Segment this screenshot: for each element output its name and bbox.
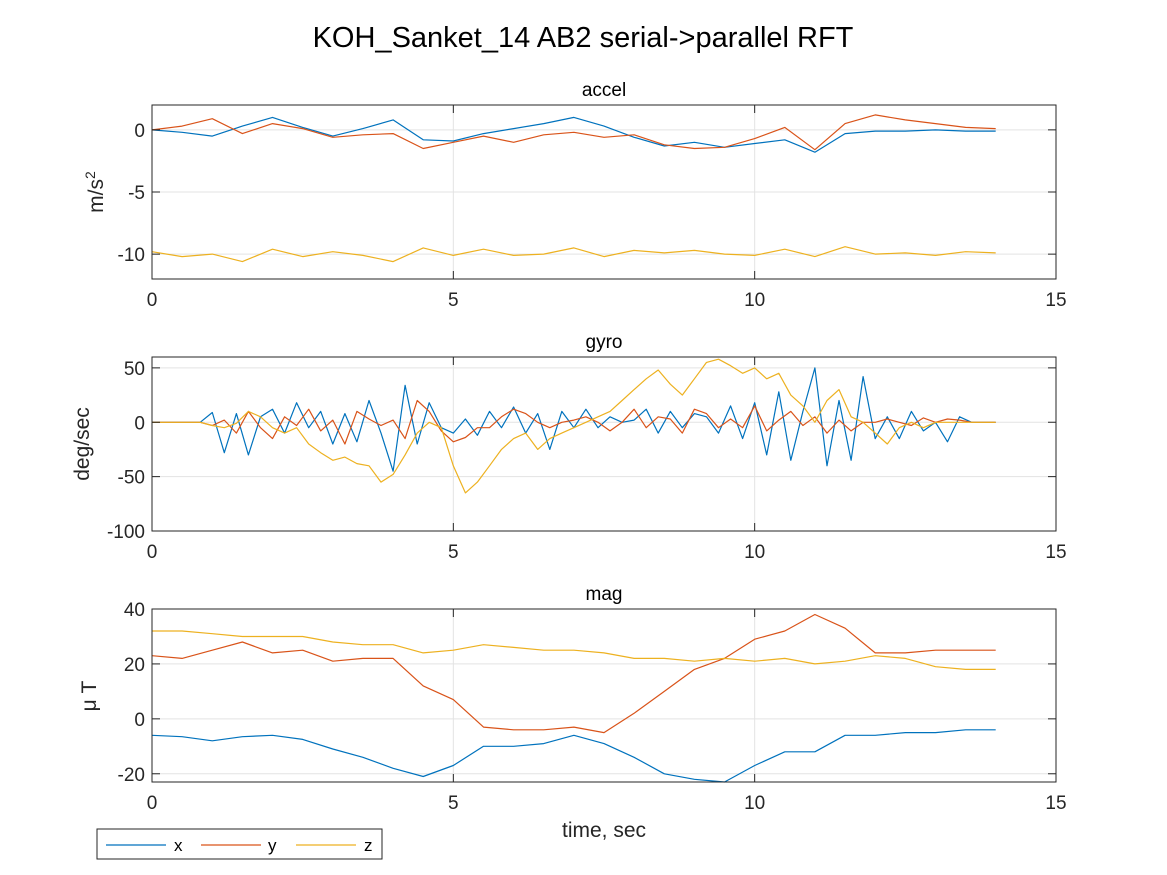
mag-xtick-label-3: 15	[1045, 793, 1066, 814]
gyro-xtick-label-2: 10	[744, 542, 765, 563]
mag-xtick-label-1: 5	[448, 793, 459, 814]
gyro-xtick-label-0: 0	[147, 542, 158, 563]
gyro-axes: gyro deg/sec 0 5 10 15 50 0 -50 -100	[71, 332, 1067, 563]
legend-z-label: z	[364, 836, 373, 855]
accel-xtick-label-2: 10	[744, 290, 765, 311]
accel-xtick-label-1: 5	[448, 290, 459, 311]
gyro-title: gyro	[586, 332, 623, 353]
mag-axes-box	[151, 608, 1057, 783]
gyro-ytick-label-2: -50	[118, 468, 145, 489]
accel-xtick-label-3: 15	[1045, 290, 1066, 311]
gyro-ytick-label-3: -100	[107, 522, 145, 543]
gyro-axes-box	[151, 356, 1057, 532]
gyro-ytick-label-0: 50	[124, 359, 145, 380]
accel-ytick-label-2: -10	[118, 245, 145, 266]
gyro-series-z	[152, 358, 996, 494]
accel-axes: accel m/s2 0 5 10 15 0 -5 -10	[82, 80, 1067, 311]
gyro-plot-area	[152, 357, 1056, 531]
legend: x y z	[96, 828, 383, 860]
mag-xtick-label-2: 10	[744, 793, 765, 814]
accel-ytick-label-1: -5	[128, 183, 145, 204]
mag-xlabel: time, sec	[562, 819, 646, 842]
accel-ytick-label-0: 0	[134, 121, 145, 142]
figure-title: KOH_Sanket_14 AB2 serial->parallel RFT	[313, 22, 854, 54]
gyro-series-y	[152, 399, 996, 445]
accel-series-x	[151, 116, 996, 153]
accel-ylabel: m/s2	[82, 171, 108, 213]
mag-xtick-label-0: 0	[147, 793, 158, 814]
mag-series-z	[152, 630, 996, 671]
accel-series-y	[151, 114, 996, 151]
mag-ylabel: μ T	[78, 680, 101, 711]
mag-ytick-label-3: -20	[118, 765, 145, 786]
gyro-ytick-label-1: 0	[134, 413, 145, 434]
accel-xtick-label-0: 0	[147, 290, 158, 311]
mag-series-x	[151, 729, 996, 783]
mag-ytick-label-2: 0	[134, 710, 145, 731]
gyro-ylabel: deg/sec	[71, 407, 94, 481]
legend-y-label: y	[268, 836, 277, 855]
mag-title: mag	[586, 584, 623, 605]
gyro-xtick-label-1: 5	[448, 542, 459, 563]
legend-box	[96, 828, 383, 860]
accel-title: accel	[582, 80, 626, 101]
accel-series-z	[151, 246, 996, 263]
legend-x-label: x	[174, 836, 183, 855]
mag-series-y	[151, 613, 996, 734]
mag-plot-area	[152, 609, 1056, 782]
gyro-xtick-label-3: 15	[1045, 542, 1066, 563]
mag-ytick-label-0: 40	[124, 600, 145, 621]
mag-ytick-label-1: 20	[124, 655, 145, 676]
